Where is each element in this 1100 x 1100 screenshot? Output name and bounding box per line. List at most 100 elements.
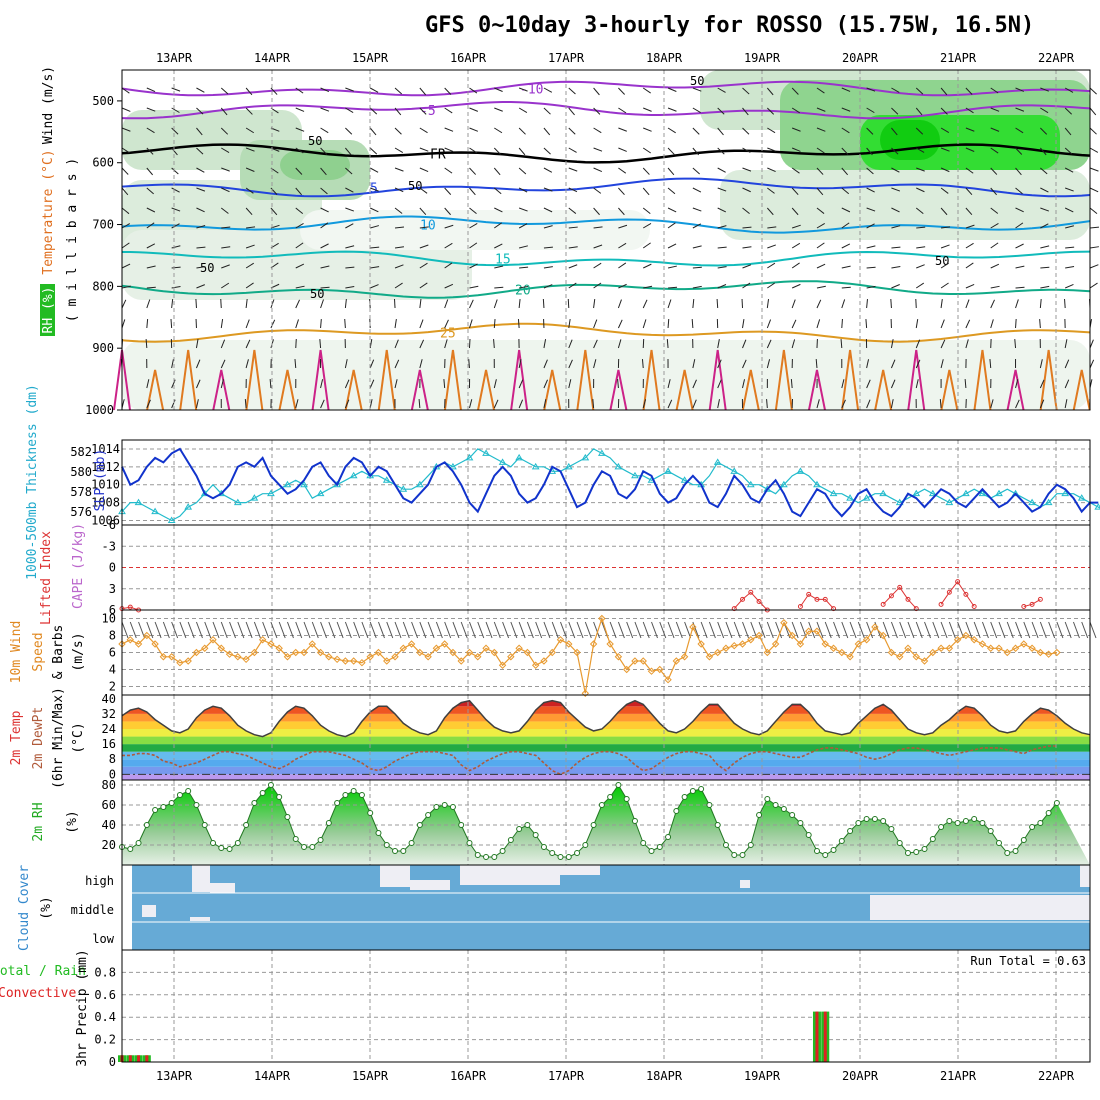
li-tick-label: 6 — [109, 603, 116, 617]
surface-wind-barb — [287, 621, 294, 639]
wind-barb — [767, 187, 775, 194]
cloud-gap — [410, 880, 450, 890]
thickness-point — [813, 480, 821, 488]
wind-barb — [965, 107, 974, 114]
rh-point — [483, 854, 490, 860]
wind-barb — [444, 207, 451, 216]
wind-barb — [518, 87, 528, 92]
wind-barb — [320, 167, 327, 176]
wind-barb — [444, 167, 453, 174]
wind-barb — [642, 207, 651, 214]
wind-speed-point — [962, 631, 970, 640]
wind-barb — [990, 147, 999, 154]
wind-barb — [1065, 246, 1075, 249]
convective-bar — [815, 1011, 819, 1062]
wind-barb — [469, 242, 478, 249]
cloud-gap — [1080, 865, 1090, 887]
wind-barb — [742, 319, 745, 329]
upper-air-y-tick-label: 1000 — [85, 403, 114, 417]
wind-barb — [841, 87, 851, 92]
wind-barb — [916, 264, 925, 269]
lifted-index-point — [1037, 596, 1043, 602]
wind-barb — [146, 399, 151, 409]
wind-barb — [543, 207, 553, 213]
cloud-gap — [142, 905, 156, 917]
wind-barb — [245, 262, 254, 269]
wind-barb — [890, 359, 896, 369]
wind-speed-point — [399, 644, 408, 652]
wind-barb — [791, 147, 801, 152]
wind-barb — [964, 378, 967, 389]
surface-wind-barb — [477, 621, 485, 639]
thickness-point — [184, 503, 193, 510]
wind-barb — [1064, 359, 1070, 369]
wind-barb — [717, 167, 726, 173]
wind-barb — [568, 282, 577, 289]
wind-barb — [295, 263, 305, 269]
wind-speed-point — [813, 627, 821, 635]
wind-barb — [196, 266, 206, 269]
surface-wind-barb — [311, 621, 319, 639]
rh-point — [1004, 850, 1011, 856]
wind-speed-point — [523, 648, 532, 657]
wind-speed-point — [531, 661, 540, 669]
wind-barb — [766, 339, 772, 349]
rh-point — [1020, 837, 1027, 843]
wind-barb — [121, 147, 130, 154]
rh-point — [152, 807, 159, 813]
wind-barb — [394, 319, 397, 329]
rh-point — [764, 796, 771, 802]
wind-speed-point — [300, 648, 308, 657]
wind-barb — [519, 245, 528, 249]
wind-barb — [469, 319, 473, 329]
panels: -10-5FR510152025505050505050500600700800… — [0, 66, 1100, 1069]
wind-barb — [1015, 265, 1025, 269]
wind-barb — [171, 379, 176, 389]
surface-wind-barb — [195, 621, 203, 639]
wind-barb — [618, 87, 625, 95]
thickness-point — [597, 449, 606, 456]
wind-barb — [146, 243, 156, 249]
rh-point — [491, 854, 498, 860]
wind-barb — [667, 379, 671, 389]
rh-point — [334, 800, 341, 806]
lifted-index-point — [740, 596, 746, 602]
wind-barb — [965, 339, 969, 349]
wind-barb — [890, 339, 894, 349]
thickness-point — [631, 471, 639, 479]
wind-barb — [196, 379, 201, 389]
wind-barb — [295, 187, 302, 196]
top-date-label: 15APR — [352, 51, 389, 65]
wind-barbs — [120, 87, 1100, 409]
li-tick-label: 0 — [109, 561, 116, 575]
thickness-point — [713, 458, 722, 465]
wind-barb — [419, 319, 424, 329]
cloud-gap — [460, 865, 560, 885]
wind-barb — [642, 223, 652, 229]
wind-barb — [915, 127, 924, 135]
wind-barb — [493, 299, 498, 309]
rh-tick-label: 20 — [102, 838, 116, 852]
wind-barb — [171, 147, 178, 156]
surface-wind-barb — [973, 621, 981, 639]
surface-wind-barb — [303, 621, 311, 639]
rh-point — [416, 822, 423, 828]
rh-point — [317, 837, 324, 843]
wind-barb — [816, 242, 825, 249]
wind-speed-point — [912, 653, 920, 661]
wind-barb — [320, 299, 324, 309]
temp-axis-label-2: 2m DewPt — [31, 707, 46, 770]
wind-barb — [171, 245, 181, 249]
wind-barb — [593, 299, 596, 309]
surface-wind-barb — [1089, 621, 1097, 639]
thickness-point — [879, 489, 888, 497]
rh-point — [499, 848, 506, 854]
wind-barb — [939, 398, 942, 409]
wind-barb — [469, 263, 478, 269]
surface-wind-barb — [187, 621, 195, 639]
wind-barb — [767, 244, 776, 249]
wind-barb — [345, 127, 353, 135]
surface-wind-barb — [1056, 621, 1064, 639]
convective-bar — [128, 1055, 132, 1062]
wind-barb — [742, 107, 749, 116]
